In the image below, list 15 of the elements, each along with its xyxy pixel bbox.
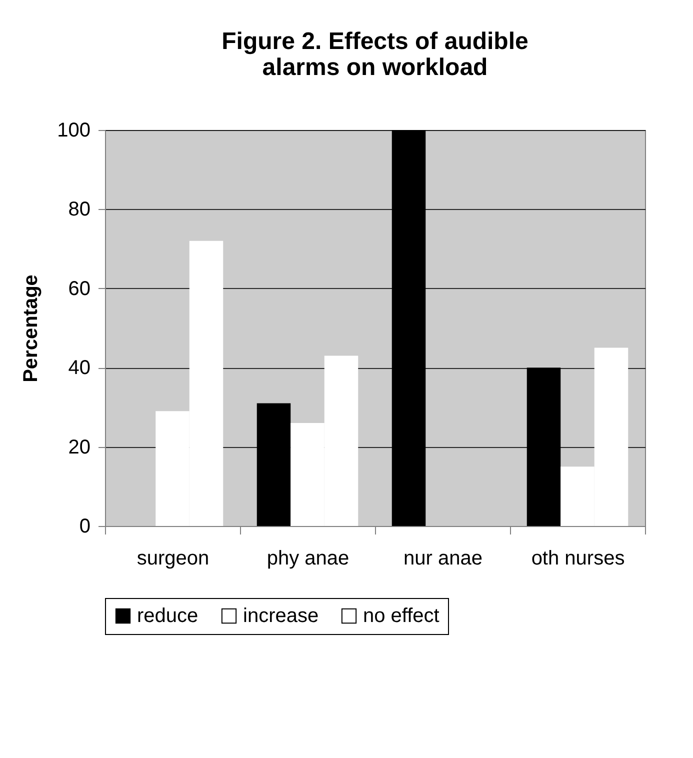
y-tick-label: 0 [79,516,90,538]
y-tick-label: 100 [57,120,90,142]
x-tick-label: oth nurses [531,548,625,570]
x-tick-label: phy anae [266,548,350,570]
y-tick-label: 20 [68,436,90,458]
legend-label: increase [243,605,319,627]
x-tick-label: nur anae [404,548,482,570]
x-tick-label: surgeon [136,548,210,570]
y-axis-title: Percentage [20,274,42,382]
y-tick-label: 40 [68,357,90,380]
legend-label: reduce [137,605,198,627]
legend-label: no effect [363,605,440,627]
y-tick-label: 60 [68,278,90,300]
y-tick-label: 80 [68,198,90,221]
chart-title: Figure 2. Effects of audible alarms on workload [222,28,528,81]
